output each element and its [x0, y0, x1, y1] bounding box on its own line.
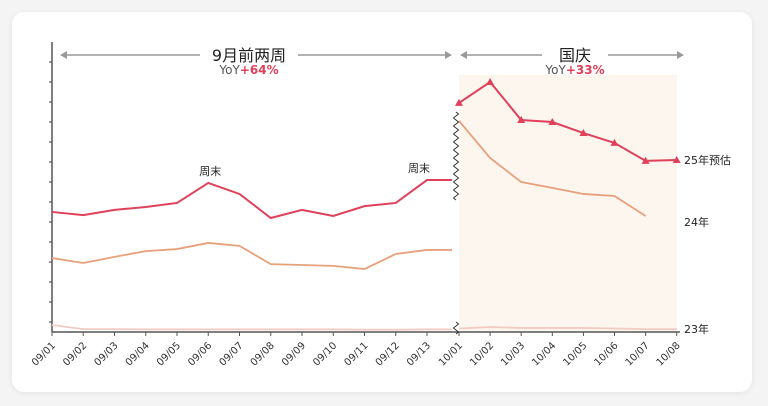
series-line-holiday	[458, 326, 677, 331]
data-point-marker	[517, 116, 526, 124]
data-point-marker	[610, 138, 619, 146]
x-tick-label: 10/04	[530, 340, 558, 368]
weekend-annotation: 周末	[408, 161, 430, 175]
axis-break-icon	[452, 111, 460, 201]
yoy-prefix: YoY	[218, 63, 240, 77]
arrow-right-icon	[445, 51, 452, 59]
holiday-shade	[459, 75, 677, 332]
x-tick-label: 09/07	[217, 340, 245, 368]
x-tick-label: 09/09	[280, 340, 308, 368]
data-point-marker	[641, 156, 650, 164]
data-point-marker	[579, 129, 588, 137]
x-tick-label: 09/08	[249, 340, 277, 368]
series-line-sep	[51, 324, 452, 331]
x-tick-label: 10/05	[561, 340, 589, 368]
series-1: 24年	[51, 120, 709, 270]
arrow-left-icon	[460, 51, 467, 59]
x-tick-label: 10/08	[655, 340, 683, 368]
data-point-marker	[548, 118, 557, 126]
x-tick-label: 09/10	[311, 340, 339, 368]
x-tick-label: 09/12	[374, 340, 402, 368]
x-tick-label: 09/11	[342, 340, 370, 368]
x-tick-label: 09/03	[92, 340, 120, 368]
x-tick-label: 09/02	[61, 340, 89, 368]
yoy-value: +33%	[566, 63, 605, 77]
x-tick-label: 09/05	[155, 340, 183, 368]
x-tick-label: 09/01	[30, 340, 58, 368]
arrow-left-icon	[60, 51, 67, 59]
yoy-prefix: YoY	[544, 63, 566, 77]
x-tick-label: 10/02	[468, 340, 496, 368]
series-line-holiday	[458, 80, 677, 162]
period-label: 9月前两周	[212, 46, 286, 65]
series-label: 24年	[684, 215, 709, 229]
arrow-right-icon	[677, 51, 684, 59]
x-tick-label: 10/06	[592, 340, 620, 368]
weekend-annotation: 周末	[199, 164, 221, 178]
data-point-marker	[486, 78, 495, 86]
yoy-value: +64%	[240, 63, 279, 77]
x-tick-label: 10/07	[624, 340, 652, 368]
period-yoy: YoY+33%	[544, 63, 604, 77]
data-point-marker	[672, 156, 681, 164]
period-yoy: YoY+64%	[218, 63, 278, 77]
data-point-marker	[455, 98, 463, 106]
series-line-sep	[51, 242, 452, 270]
series-label: 25年预估	[684, 153, 731, 167]
x-tick-label: 10/03	[499, 340, 527, 368]
series-2: 23年	[51, 322, 709, 336]
series-line-sep	[51, 179, 452, 220]
series-0: 25年预估	[51, 78, 731, 220]
period-label: 国庆	[559, 46, 591, 65]
x-tick-label: 09/06	[186, 340, 214, 368]
axis-break-icon	[452, 321, 460, 335]
x-tick-label: 09/04	[124, 340, 152, 368]
x-tick-label: 09/13	[405, 340, 433, 368]
x-tick-label: 10/01	[437, 340, 465, 368]
series-label: 23年	[684, 322, 709, 336]
